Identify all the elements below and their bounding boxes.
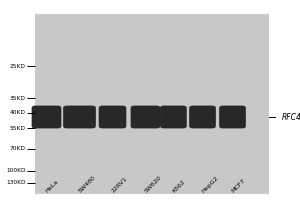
Text: 70KD: 70KD: [10, 146, 26, 152]
Text: 130KD: 130KD: [6, 180, 26, 186]
FancyBboxPatch shape: [131, 106, 160, 128]
Text: 22RV1: 22RV1: [110, 176, 128, 194]
FancyBboxPatch shape: [63, 106, 96, 128]
FancyBboxPatch shape: [99, 106, 126, 128]
FancyBboxPatch shape: [32, 106, 62, 128]
Text: 25KD: 25KD: [10, 64, 26, 68]
Text: HeLa: HeLa: [44, 179, 59, 194]
Text: 40KD: 40KD: [10, 110, 26, 116]
Text: 55KD: 55KD: [10, 126, 26, 130]
Text: 100KD: 100KD: [6, 168, 26, 174]
Text: 35KD: 35KD: [10, 96, 26, 100]
Text: SW620: SW620: [143, 175, 162, 194]
Text: K562: K562: [171, 179, 186, 194]
Text: MCF7: MCF7: [230, 178, 246, 194]
Text: SW480: SW480: [77, 175, 96, 194]
FancyBboxPatch shape: [219, 106, 246, 128]
FancyBboxPatch shape: [189, 106, 216, 128]
Text: RFC4: RFC4: [282, 112, 300, 121]
FancyBboxPatch shape: [34, 14, 268, 194]
Text: HepG2: HepG2: [200, 175, 219, 194]
FancyBboxPatch shape: [160, 106, 187, 128]
